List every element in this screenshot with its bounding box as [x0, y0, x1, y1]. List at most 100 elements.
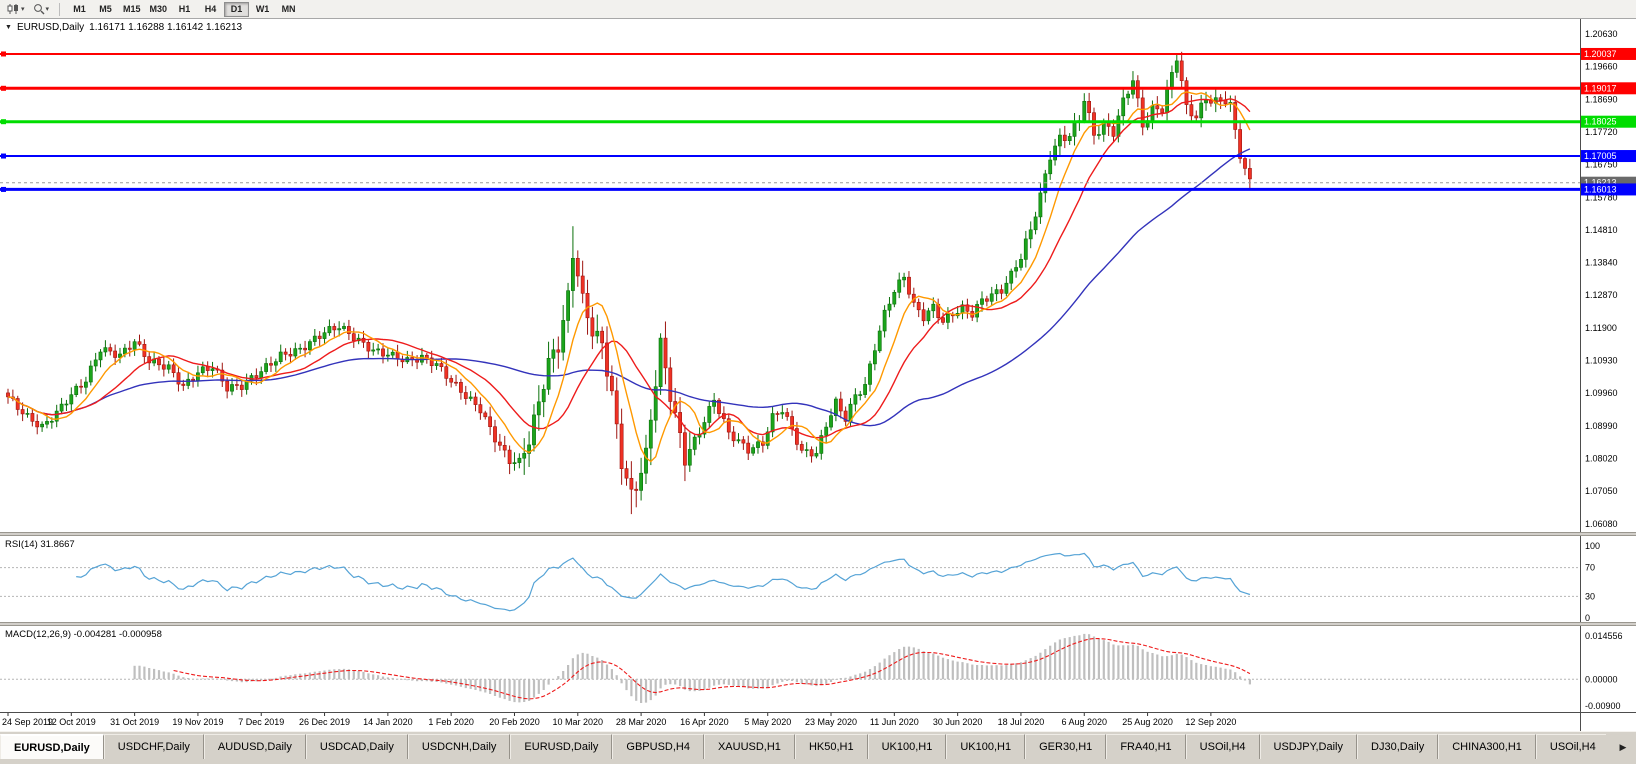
macd-tick-label: -0.00900 [1585, 701, 1621, 711]
hline-1.17005[interactable] [0, 153, 1580, 159]
chart-tab-bar: EURUSD,Daily USDCHF,Daily AUDUSD,Daily USDC… [0, 731, 1636, 764]
macd-tick-label: 0.00000 [1585, 674, 1618, 684]
chart-tab-usoil-h4-17[interactable]: USOil,H4 [1535, 734, 1606, 759]
macd-signal-line [173, 637, 1251, 700]
timeframe-toolbar: M1 M5 M15 M30 H1 H4 D1 W1 MN [67, 1, 301, 17]
hline-handle[interactable] [1, 119, 6, 125]
current-price-tag-label: 1.16213 [1584, 178, 1617, 188]
chart-tab-uk100-h1-9[interactable]: UK100,H1 [867, 734, 947, 759]
hline-price-tag [1581, 82, 1636, 95]
rsi-panel: 100 70 30 0 RSI(14) 31.8667 [0, 536, 1636, 622]
date-tick-label: 11 Jun 2020 [870, 717, 919, 727]
price-tick-label: 1.07050 [1585, 486, 1618, 496]
time-axis-panel: 24 Sep 2019 12 Oct 2019 31 Oct 2019 19 Nov … [0, 712, 1636, 731]
chart-tab-usdcad-daily-3[interactable]: USDCAD,Daily [305, 734, 408, 759]
top-toolbar: ▾ ▾ M1 M5 M15 M30 H1 H4 D1 W1 MN [0, 0, 1636, 19]
hline-price-tag-label: 1.16013 [1584, 184, 1617, 194]
hline-price-tag-label: 1.20037 [1584, 49, 1617, 59]
tab-scroll-right-button[interactable]: ▶ [1619, 742, 1627, 752]
price-tick-label: 1.11900 [1585, 323, 1617, 333]
rsi-tick-label: 30 [1585, 591, 1595, 601]
chart-tab-usdcnh-daily-4[interactable]: USDCNH,Daily [407, 734, 511, 759]
rsi-tick-label: 100 [1585, 541, 1600, 551]
zoom-selector[interactable]: ▾ [30, 1, 53, 17]
chart-tab-gbpusd-h4-6[interactable]: GBPUSD,H4 [612, 734, 704, 759]
chart-tab-usoil-h4-13[interactable]: USOil,H4 [1185, 734, 1260, 759]
date-tick-label: 10 Mar 2020 [553, 717, 604, 727]
chart-tab-usdjpy-daily-14[interactable]: USDJPY,Daily [1259, 734, 1358, 759]
date-tick-label: 19 Nov 2019 [172, 717, 223, 727]
timeframe-m5-button[interactable]: M5 [93, 2, 118, 17]
rsi-tick-label: 70 [1585, 563, 1595, 573]
chart-tab-fra40-h1-12[interactable]: FRA40,H1 [1106, 734, 1186, 759]
price-tick-label: 1.15780 [1585, 192, 1618, 202]
date-tick-label: 12 Sep 2020 [1185, 717, 1236, 727]
date-tick-label: 16 Apr 2020 [680, 717, 729, 727]
chevron-down-icon: ▾ [21, 5, 25, 13]
hline-price-tag [1581, 47, 1636, 60]
hline-handle[interactable] [1, 51, 6, 57]
chart-tab-dj30-daily-15[interactable]: DJ30,Daily [1357, 734, 1439, 759]
price-axis-drag-area[interactable] [1580, 19, 1636, 532]
price-tick-label: 1.16750 [1585, 160, 1618, 170]
chart-tab-usdchf-daily-1[interactable]: USDCHF,Daily [103, 734, 204, 759]
chart-tab-china300-h1-16[interactable]: CHINA300,H1 [1438, 734, 1536, 759]
price-tick-label: 1.13840 [1585, 258, 1618, 268]
chart-tab-ger30-h1-11[interactable]: GER30,H1 [1025, 734, 1107, 759]
price-tick-label: 1.18690 [1585, 94, 1618, 104]
timeframe-m1-button[interactable]: M1 [67, 2, 92, 17]
price-tick-label: 1.09960 [1585, 388, 1618, 398]
date-tick-label: 24 Sep 2019 [2, 717, 53, 727]
price-tick-label: 1.08020 [1585, 454, 1618, 464]
timeframe-w1-button[interactable]: W1 [250, 2, 275, 17]
hline-handle[interactable] [1, 186, 6, 192]
chart-tab-eurusd-daily-5[interactable]: EURUSD,Daily [510, 734, 613, 759]
date-tick-label: 20 Feb 2020 [489, 717, 540, 727]
date-tick-label: 23 May 2020 [805, 717, 857, 727]
date-tick-label: 30 Jun 2020 [933, 717, 983, 727]
timeframe-m30-button[interactable]: M30 [146, 2, 172, 17]
date-tick-label: 7 Dec 2019 [238, 717, 284, 727]
hline-1.18025[interactable] [0, 119, 1580, 125]
hline-price-tag-label: 1.19017 [1584, 83, 1617, 93]
timeframe-mn-button[interactable]: MN [276, 2, 301, 17]
moving-average-fast-line [7, 91, 1251, 463]
chart-tab-hk50-h1-8[interactable]: HK50,H1 [794, 734, 868, 759]
price-axis: 1.20630 1.19660 1.18690 1.17720 1.16750 1.157… [1580, 19, 1636, 532]
chart-tab-xauusd-h1-7[interactable]: XAUUSD,H1 [703, 734, 795, 759]
timeframe-m15-button[interactable]: M15 [119, 2, 145, 17]
timeframe-d1-button[interactable]: D1 [224, 1, 250, 17]
macd-tick-label: 0.014556 [1585, 631, 1623, 641]
price-tick-label: 1.17720 [1585, 127, 1618, 137]
chart-type-selector[interactable]: ▾ [4, 1, 28, 17]
hline-1.16013[interactable] [0, 186, 1580, 192]
hline-1.20037[interactable] [0, 51, 1580, 57]
hline-1.19017[interactable] [0, 85, 1580, 91]
date-tick-label: 12 Oct 2019 [47, 717, 96, 727]
chart-tab-audusd-daily-2[interactable]: AUDUSD,Daily [203, 734, 306, 759]
chart-tab-uk100-h1-10[interactable]: UK100,H1 [946, 734, 1026, 759]
date-tick-label: 26 Dec 2019 [299, 717, 350, 727]
macd-panel: 0.014556 0.00000 -0.00900 MACD(12,26,9) -0… [0, 626, 1636, 712]
chart-tabs: EURUSD,Daily USDCHF,Daily AUDUSD,Daily USDC… [0, 734, 1606, 759]
panel-splitter[interactable] [0, 532, 1636, 536]
rsi-panel-canvas[interactable]: 100 70 30 0 [0, 536, 1636, 622]
price-chart-canvas[interactable]: 1.20630 1.19660 1.18690 1.17720 1.16750 1.157… [0, 19, 1636, 532]
toolbar-separator [59, 2, 61, 16]
hline-handle[interactable] [1, 153, 6, 159]
candlestick-chart-icon [7, 4, 18, 14]
zoom-icon [33, 4, 45, 15]
price-chart-panel: 1.20630 1.19660 1.18690 1.17720 1.16750 1.157… [0, 19, 1636, 532]
hline-handle[interactable] [1, 85, 6, 91]
timeframe-h4-button[interactable]: H4 [198, 2, 223, 17]
hline-price-tag [1581, 115, 1636, 128]
chart-tab-eurusd-daily-0[interactable]: EURUSD,Daily [0, 734, 104, 759]
rsi-line [76, 552, 1251, 612]
panel-splitter[interactable] [0, 622, 1636, 626]
date-tick-label: 6 Aug 2020 [1061, 717, 1107, 727]
hline-price-tag-label: 1.18025 [1584, 117, 1617, 127]
timeframe-h1-button[interactable]: H1 [172, 2, 197, 17]
macd-panel-canvas[interactable]: 0.014556 0.00000 -0.00900 [0, 626, 1636, 712]
